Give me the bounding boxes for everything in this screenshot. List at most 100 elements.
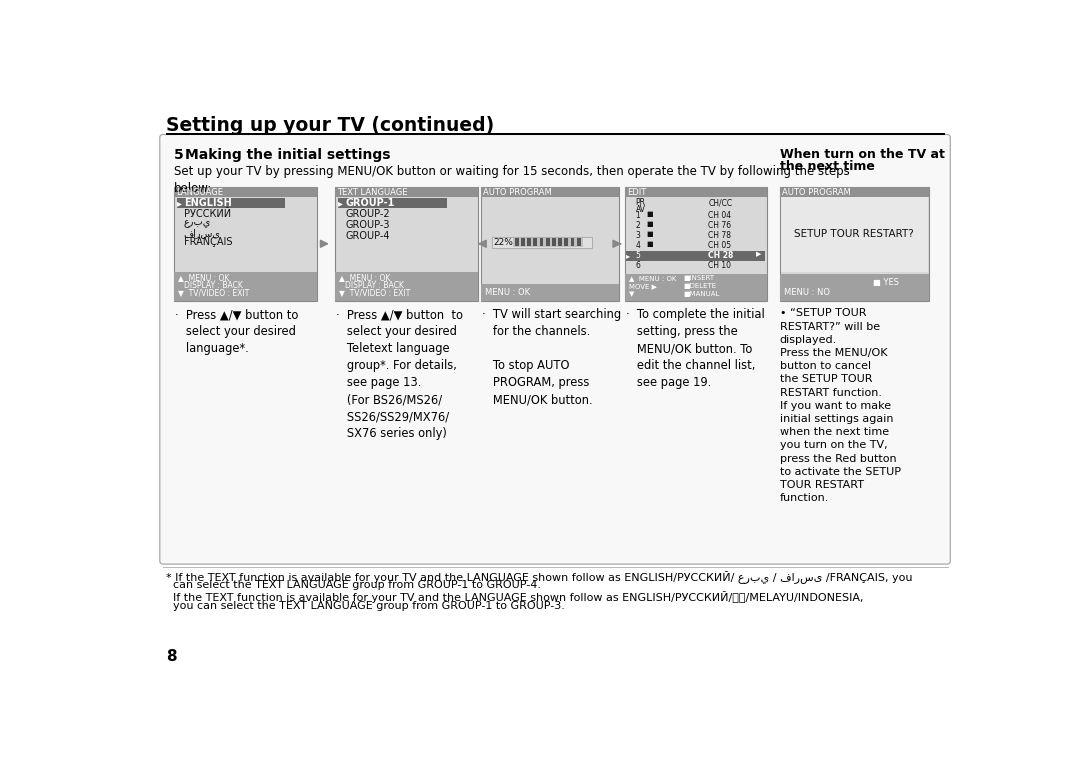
- Bar: [481, 186, 619, 197]
- Text: 6: 6: [636, 262, 640, 270]
- Bar: [780, 274, 930, 301]
- Text: ·  Press ▲/▼ button  to
   select your desired
   Teletext language
   group*. F: · Press ▲/▼ button to select your desire…: [337, 308, 463, 441]
- Text: ▸: ▸: [338, 199, 343, 209]
- Text: GROUP-1: GROUP-1: [345, 199, 394, 209]
- Text: CH 05: CH 05: [708, 241, 731, 250]
- FancyBboxPatch shape: [160, 135, 950, 564]
- Text: can select the TEXT LANGUAGE group from GROUP-1 to GROUP-4.: can select the TEXT LANGUAGE group from …: [166, 581, 541, 591]
- Text: GROUP-4: GROUP-4: [345, 231, 390, 240]
- Text: PR: PR: [636, 199, 646, 207]
- Text: MOVE ▶: MOVE ▶: [629, 283, 657, 289]
- Text: ▸: ▸: [626, 251, 631, 260]
- Text: فارسی: فارسی: [184, 228, 220, 237]
- Bar: [163, 567, 948, 568]
- Text: Making the initial settings: Making the initial settings: [186, 148, 391, 162]
- Text: ■: ■: [647, 241, 653, 247]
- Bar: [565, 238, 568, 246]
- Text: 3: 3: [636, 231, 640, 240]
- Text: CH 78: CH 78: [708, 231, 731, 240]
- Bar: [335, 186, 478, 301]
- Bar: [481, 284, 619, 301]
- Bar: [570, 238, 575, 246]
- Text: DISPLAY : BACK: DISPLAY : BACK: [184, 281, 243, 290]
- Bar: [174, 272, 318, 301]
- Bar: [513, 237, 583, 247]
- Text: CH 76: CH 76: [708, 221, 731, 231]
- Text: EDIT: EDIT: [627, 188, 646, 197]
- Text: ■ YES: ■ YES: [873, 278, 899, 287]
- Bar: [558, 238, 562, 246]
- Bar: [174, 186, 318, 301]
- Bar: [780, 186, 930, 301]
- Text: When turn on the TV at: When turn on the TV at: [780, 148, 945, 161]
- Text: MENU : NO: MENU : NO: [784, 288, 829, 297]
- Bar: [521, 238, 525, 246]
- Bar: [780, 186, 930, 197]
- Text: CH/CC: CH/CC: [708, 199, 732, 207]
- Text: DISPLAY : BACK: DISPLAY : BACK: [345, 281, 404, 290]
- Text: ■: ■: [647, 231, 653, 237]
- Text: GROUP-3: GROUP-3: [345, 220, 390, 230]
- Text: ■DELETE: ■DELETE: [683, 283, 716, 289]
- Bar: [491, 237, 592, 247]
- Bar: [534, 238, 537, 246]
- Text: AV: AV: [636, 205, 646, 215]
- Text: * If the TEXT function is available for your TV and the LANGUAGE shown follow as: * If the TEXT function is available for …: [166, 570, 913, 583]
- Text: ▶: ▶: [756, 251, 761, 257]
- Text: the next time: the next time: [780, 160, 875, 173]
- Text: MENU : OK: MENU : OK: [485, 288, 529, 298]
- Bar: [527, 238, 531, 246]
- Text: ■: ■: [647, 221, 653, 228]
- Bar: [174, 186, 318, 197]
- Text: If the TEXT function is available for your TV and the LANGUAGE shown follow as E: If the TEXT function is available for yo…: [166, 591, 864, 603]
- Text: SETUP TOUR RESTART?: SETUP TOUR RESTART?: [794, 229, 914, 239]
- Text: CH 28: CH 28: [708, 251, 734, 260]
- Text: • “SETUP TOUR
RESTART?” will be
displayed.
Press the MENU/OK
button to cancel
th: • “SETUP TOUR RESTART?” will be displaye…: [780, 308, 901, 503]
- Text: ▼  TV/VIDEO : EXIT: ▼ TV/VIDEO : EXIT: [339, 288, 410, 297]
- Text: ▲  MENU : OK: ▲ MENU : OK: [339, 273, 390, 282]
- Text: 2: 2: [636, 221, 640, 231]
- Text: عربي: عربي: [184, 218, 212, 228]
- Bar: [335, 186, 478, 197]
- Bar: [625, 274, 767, 301]
- Text: GROUP-2: GROUP-2: [345, 209, 390, 219]
- Text: TEXT LANGUAGE: TEXT LANGUAGE: [337, 188, 408, 197]
- Text: ENGLISH: ENGLISH: [184, 199, 231, 209]
- Text: Setting up your TV (continued): Setting up your TV (continued): [166, 116, 495, 135]
- Bar: [545, 238, 550, 246]
- Text: 8: 8: [166, 649, 177, 664]
- Bar: [781, 197, 928, 272]
- Text: ·  TV will start searching
   for the channels.

   To stop AUTO
   PROGRAM, pre: · TV will start searching for the channe…: [482, 308, 621, 406]
- Text: Set up your TV by pressing MENU/OK button or waiting for 15 seconds, then operat: Set up your TV by pressing MENU/OK butto…: [174, 165, 850, 196]
- Text: ▲  MENU : OK: ▲ MENU : OK: [177, 273, 229, 282]
- Text: you can select the TEXT LANGUAGE group from GROUP-1 to GROUP-3.: you can select the TEXT LANGUAGE group f…: [166, 601, 565, 611]
- Text: ■INSERT: ■INSERT: [683, 275, 714, 282]
- Text: 22%: 22%: [494, 238, 513, 247]
- Bar: [515, 238, 518, 246]
- Text: LANGUAGE: LANGUAGE: [176, 188, 224, 197]
- Text: ▸: ▸: [177, 199, 181, 209]
- Text: AUTO PROGRAM: AUTO PROGRAM: [782, 188, 851, 197]
- Text: ▼: ▼: [629, 291, 634, 297]
- Text: 5: 5: [636, 251, 640, 260]
- Bar: [338, 198, 446, 208]
- Text: AUTO PROGRAM: AUTO PROGRAM: [483, 188, 552, 197]
- Text: ▼  TV/VIDEO : EXIT: ▼ TV/VIDEO : EXIT: [177, 288, 248, 297]
- Text: ▲  MENU : OK: ▲ MENU : OK: [629, 275, 676, 282]
- Bar: [552, 238, 556, 246]
- Text: CH 10: CH 10: [708, 262, 731, 270]
- Text: ·  To complete the initial
   setting, press the
   MENU/OK button. To
   edit t: · To complete the initial setting, press…: [626, 308, 765, 390]
- Text: ■MANUAL: ■MANUAL: [683, 291, 719, 297]
- Bar: [481, 186, 619, 301]
- Bar: [625, 186, 767, 197]
- Bar: [335, 272, 478, 301]
- Text: 1: 1: [636, 212, 640, 221]
- Bar: [177, 198, 285, 208]
- Bar: [166, 133, 945, 135]
- Text: 5: 5: [174, 148, 184, 162]
- Text: ·  Press ▲/▼ button to
   select your desired
   language*.: · Press ▲/▼ button to select your desire…: [175, 308, 299, 355]
- Bar: [540, 238, 543, 246]
- Text: ■: ■: [647, 212, 653, 218]
- Bar: [577, 238, 581, 246]
- Text: 4: 4: [636, 241, 640, 250]
